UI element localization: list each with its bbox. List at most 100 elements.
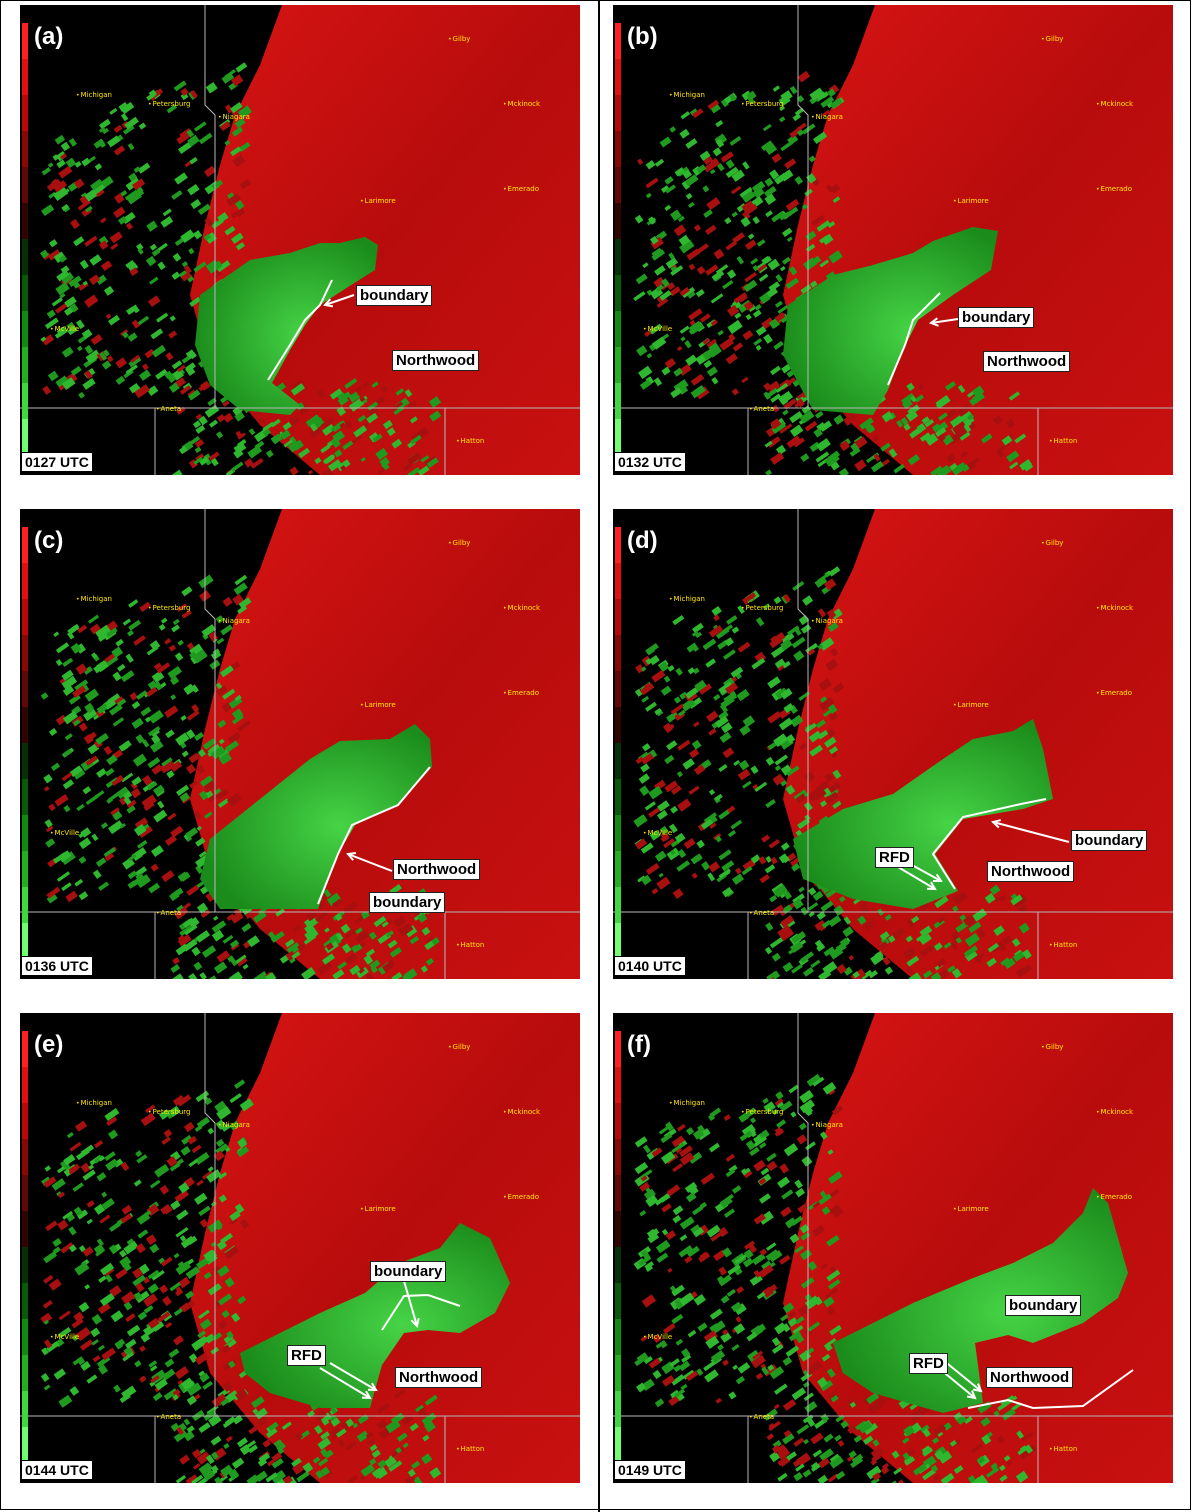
town-label: McVille (50, 1333, 80, 1341)
radial-velocity-image (613, 1013, 1173, 1483)
boundary-line (931, 798, 1047, 890)
boundary-label: boundary (370, 1261, 447, 1282)
velocity-color-scale (615, 527, 621, 959)
town-label: Petersburg (741, 1108, 784, 1116)
town-label: Hatton (456, 1445, 485, 1453)
velocity-color-scale (615, 23, 621, 455)
northwood-label: Northwood (987, 861, 1075, 882)
time-label: 0132 UTC (614, 452, 686, 472)
northwood-label: Northwood (395, 1367, 483, 1388)
town-label: Emerado (1096, 1193, 1132, 1201)
town-label: McVille (643, 325, 673, 333)
northwood-label: Northwood (983, 351, 1071, 372)
outbound-velocity-region (190, 1013, 580, 1483)
rfd-arrow-1-head (926, 881, 937, 891)
town-label: Niagara (218, 113, 250, 121)
town-label: McVille (643, 829, 673, 837)
boundary-line (967, 1369, 1134, 1410)
town-label: Niagara (218, 1121, 250, 1129)
velocity-color-scale (22, 1031, 28, 1463)
town-label: Aneta (749, 909, 775, 917)
town-label: Aneta (156, 909, 182, 917)
boundary-line (317, 766, 431, 905)
panel-letter: (d) (627, 527, 658, 554)
radial-velocity-image (20, 1013, 580, 1483)
boundary-line (267, 279, 333, 381)
county-lines (20, 509, 580, 979)
northwood-label: Northwood (393, 859, 481, 880)
boundary-arrow (930, 318, 959, 324)
town-label: Hatton (456, 941, 485, 949)
boundary-arrow (347, 853, 393, 872)
boundary-label: boundary (1071, 830, 1148, 851)
town-label: Niagara (811, 113, 843, 121)
boundary-arrow (403, 1280, 418, 1327)
town-label: Larimore (360, 701, 396, 709)
county-lines (613, 5, 1173, 475)
town-label: Hatton (1049, 1445, 1078, 1453)
town-label: McVille (643, 1333, 673, 1341)
town-label: Aneta (156, 1413, 182, 1421)
boundary-label: boundary (958, 307, 1035, 328)
panel-letter: (c) (34, 527, 64, 554)
town-label: Hatton (1049, 437, 1078, 445)
boundary-arrow (992, 821, 1070, 843)
county-lines (613, 1013, 1173, 1483)
town-label: Petersburg (148, 100, 191, 108)
town-label: Hatton (1049, 941, 1078, 949)
rfd-arrow-1-head (966, 1390, 977, 1400)
town-label: Emerado (1096, 185, 1132, 193)
town-label: Petersburg (148, 604, 191, 612)
town-label: Gilby (1041, 35, 1064, 43)
rfd-label: RFD (875, 847, 914, 868)
northwood-label: Northwood (986, 1367, 1074, 1388)
town-label: Mckinock (503, 100, 541, 108)
town-label: Gilby (448, 539, 471, 547)
rfd-arrow-2-head (367, 1382, 378, 1392)
rfd-arrow-1 (319, 1367, 371, 1399)
rfd-label: RFD (287, 1345, 326, 1366)
town-label: Aneta (156, 405, 182, 413)
inbound-velocity-region (793, 719, 1053, 909)
rfd-arrow-2 (942, 1359, 982, 1392)
town-label: Michigan (669, 595, 705, 603)
town-label: Hatton (456, 437, 485, 445)
town-label: Petersburg (741, 604, 784, 612)
rfd-label: RFD (909, 1353, 948, 1374)
rfd-arrow-2-head (932, 873, 943, 883)
town-label: Larimore (953, 1205, 989, 1213)
boundary-label: boundary (1005, 1295, 1082, 1316)
outbound-velocity-region (190, 5, 580, 475)
town-label: Larimore (360, 197, 396, 205)
time-label: 0136 UTC (21, 956, 93, 976)
radial-velocity-image (20, 509, 580, 979)
rfd-arrow-1-head (361, 1390, 372, 1400)
radar-panel-f: Gilby Michigan Petersburg Niagara Mckinock La… (613, 1013, 1173, 1483)
radial-velocity-image (20, 5, 580, 475)
boundary-label: boundary (356, 285, 433, 306)
town-label: Larimore (953, 197, 989, 205)
town-label: Aneta (749, 1413, 775, 1421)
town-label: Larimore (953, 701, 989, 709)
town-label: Aneta (749, 405, 775, 413)
town-label: Gilby (448, 1043, 471, 1051)
county-lines (20, 5, 580, 475)
town-label: Niagara (811, 1121, 843, 1129)
velocity-color-scale (22, 23, 28, 455)
boundary-line (887, 292, 941, 386)
town-label: Petersburg (741, 100, 784, 108)
town-label: Michigan (669, 1099, 705, 1107)
town-label: Emerado (503, 1193, 539, 1201)
time-label: 0144 UTC (21, 1460, 93, 1480)
boundary-arrow-head (410, 1317, 420, 1329)
radar-panel-d: Gilby Michigan Petersburg Niagara Mckinock La… (613, 509, 1173, 979)
town-label: Mckinock (1096, 1108, 1134, 1116)
rfd-arrow-2-head (972, 1383, 983, 1393)
boundary-label: boundary (369, 892, 446, 913)
boundary-arrow-head (928, 317, 939, 327)
town-label: Mckinock (503, 1108, 541, 1116)
town-label: Michigan (76, 595, 112, 603)
town-label: Michigan (669, 91, 705, 99)
time-label: 0140 UTC (614, 956, 686, 976)
